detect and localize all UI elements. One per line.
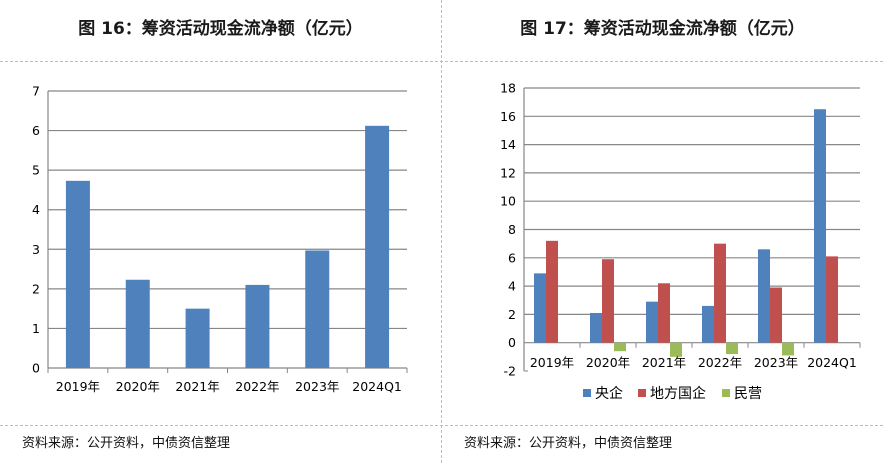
bar-chart-16: 0 1 2 3 4 5 6 7 2019年 2020年 2021年 2022年 2023年 2024Q1: [32, 84, 408, 394]
y-tick-label: 18: [500, 81, 516, 96]
bar-2: [826, 256, 838, 343]
chart-title: 图 17：筹资活动现金流净额（亿元）: [520, 19, 805, 39]
bar-2: [770, 287, 782, 343]
bar-3: [614, 342, 626, 352]
bar-1: [365, 125, 390, 368]
y-tick-label: 2: [508, 307, 516, 322]
x-tick-label: 2022年: [235, 379, 279, 394]
bar-1: [814, 109, 826, 343]
x-tick-label: 2023年: [295, 379, 339, 394]
y-tick-label: 2: [32, 281, 40, 296]
y-tick-label: 10: [500, 194, 516, 209]
bar-2: [546, 240, 558, 343]
chart-panel-16: 图 16：筹资活动现金流净额（亿元） 0 1 2 3 4 5 6 7 2019年 2020年 202…: [0, 0, 441, 463]
bar-2: [602, 259, 614, 343]
bar-1: [305, 250, 330, 368]
bar-3: [782, 342, 794, 356]
x-tick-label: 2020年: [116, 379, 160, 394]
bar-1: [245, 284, 270, 368]
chart-panel-17: 图 17：筹资活动现金流净额（亿元） -2 0 2 4 6 8 10 12 14 16 18 2019…: [442, 0, 883, 463]
legend-label: 央企: [595, 385, 623, 402]
bar-1: [646, 301, 658, 343]
y-tick-label: 3: [32, 242, 40, 257]
bar-chart-17: -2 0 2 4 6 8 10 12 14 16 18 2019年 2020年 2021年 2022年 202…: [500, 81, 861, 402]
y-tick-label: 5: [32, 163, 40, 178]
x-tick-label: 2019年: [56, 379, 100, 394]
x-tick-label: 2021年: [175, 379, 219, 394]
x-tick-label: 2023年: [754, 355, 798, 370]
y-tick-label: 8: [508, 222, 516, 237]
y-tick-label: 6: [508, 250, 516, 265]
y-tick-label: 7: [32, 84, 40, 99]
x-tick-label: 2024Q1: [807, 355, 857, 370]
x-tick-label: 2022年: [698, 355, 742, 370]
y-tick-label: 4: [508, 279, 516, 294]
y-tick-label: 14: [500, 137, 516, 152]
y-tick-label: 16: [500, 109, 516, 124]
bar-1: [125, 279, 150, 368]
source-note: 资料来源：公开资料，中债资信整理: [22, 436, 231, 451]
legend-swatch-3: [722, 389, 730, 397]
header-divider: [0, 61, 883, 62]
x-tick-label: 2021年: [642, 355, 686, 370]
legend-swatch-2: [638, 389, 646, 397]
bar-2: [714, 243, 726, 343]
source-note: 资料来源：公开资料，中债资信整理: [464, 436, 673, 451]
panel-divider: [441, 0, 442, 463]
legend-label: 民营: [734, 386, 762, 402]
y-tick-label: 1: [32, 321, 40, 336]
bar-3: [670, 342, 682, 357]
y-tick-label: 6: [32, 123, 40, 138]
y-tick-label: 12: [500, 165, 516, 180]
chart-title: 图 16：筹资活动现金流净额（亿元）: [78, 19, 363, 39]
legend-label: 地方国企: [650, 385, 706, 402]
bar-2: [658, 283, 670, 343]
x-tick-label: 2024Q1: [352, 379, 402, 394]
legend-swatch-1: [583, 389, 591, 397]
bar-3: [726, 342, 738, 355]
y-tick-label: 4: [32, 202, 40, 217]
bar-1: [590, 312, 602, 343]
bar-1: [65, 180, 90, 368]
bar-1: [758, 249, 770, 343]
x-tick-label: 2020年: [586, 355, 630, 370]
bar-1: [185, 308, 210, 368]
y-tick-label: 0: [508, 335, 516, 350]
y-tick-label: 0: [32, 361, 40, 376]
y-tick-label: -2: [504, 364, 516, 379]
bar-1: [702, 305, 714, 343]
x-tick-label: 2019年: [530, 355, 574, 370]
bar-1: [534, 273, 546, 343]
footer-divider: [0, 425, 883, 426]
